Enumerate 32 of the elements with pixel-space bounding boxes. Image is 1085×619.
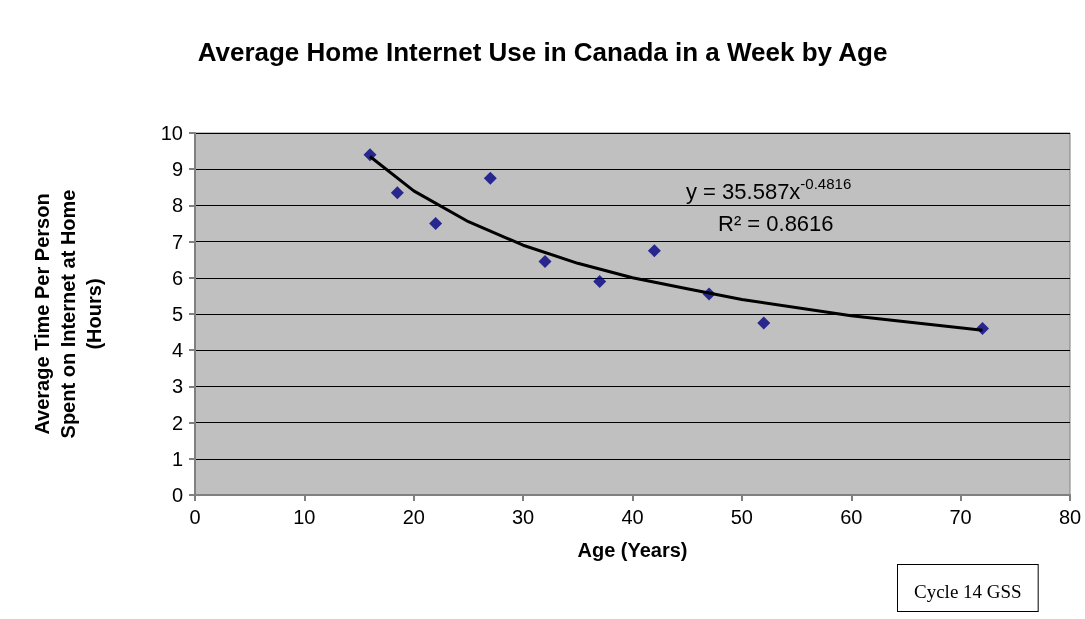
- x-tick-label: 30: [512, 506, 535, 528]
- point: [647, 244, 661, 258]
- y-tick-label: 3: [171, 375, 183, 398]
- y-tick-label: 8: [171, 194, 183, 217]
- y-tick-label: 7: [171, 230, 183, 253]
- y-axis-title: Average Time Per Person Spent on Internet at Home (Hours): [31, 189, 105, 439]
- x-axis-title: Age (Years): [577, 539, 688, 561]
- y-tick-label: 2: [171, 411, 183, 434]
- x-tick-label: 80: [1058, 506, 1082, 528]
- y-tick-label: 10: [160, 122, 183, 144]
- point: [429, 217, 443, 230]
- point: [593, 274, 607, 288]
- x-tick-label: 70: [949, 506, 972, 528]
- y-tick-label: 1: [171, 447, 183, 470]
- point: [757, 316, 771, 330]
- x-tick-label: 40: [621, 506, 644, 528]
- text: Cycle 14 GSS: [914, 581, 1022, 602]
- annotation: R² = 0.8616: [718, 210, 834, 236]
- y-tick-label: 5: [171, 303, 183, 325]
- y-tick-label: 4: [171, 339, 183, 362]
- x-tick-label: 20: [402, 506, 425, 528]
- y-tick-label: 6: [171, 266, 183, 289]
- x-tick-label: 10: [293, 506, 316, 528]
- point: [483, 171, 497, 185]
- x-tick-label: 60: [840, 506, 863, 528]
- x-tick-label: 50: [730, 506, 753, 528]
- y-tick-label: 9: [171, 158, 183, 181]
- point: [390, 186, 404, 200]
- y-tick-label: 0: [171, 484, 183, 506]
- x-tick-label: 0: [189, 506, 201, 528]
- point: [538, 255, 552, 269]
- chart-title: Average Home Internet Use in Canada in a Week by Age: [197, 37, 888, 67]
